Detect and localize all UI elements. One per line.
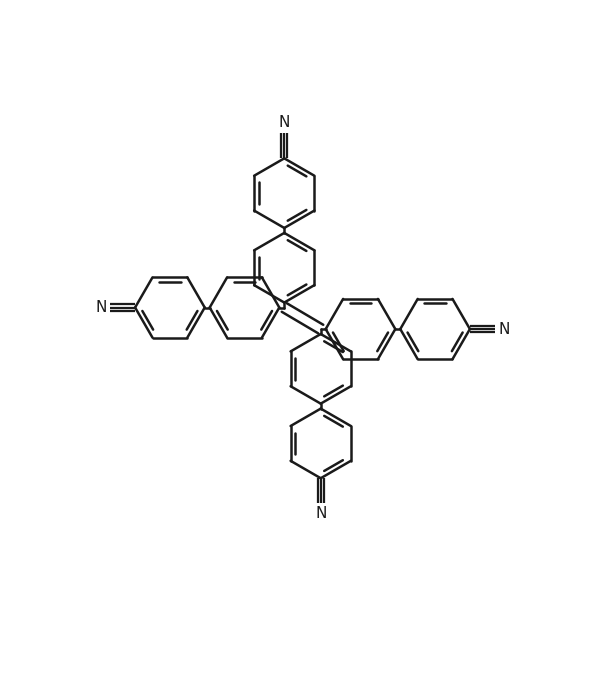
Text: N: N: [278, 115, 290, 130]
Text: N: N: [315, 506, 327, 521]
Text: N: N: [96, 300, 107, 315]
Text: N: N: [498, 321, 509, 336]
